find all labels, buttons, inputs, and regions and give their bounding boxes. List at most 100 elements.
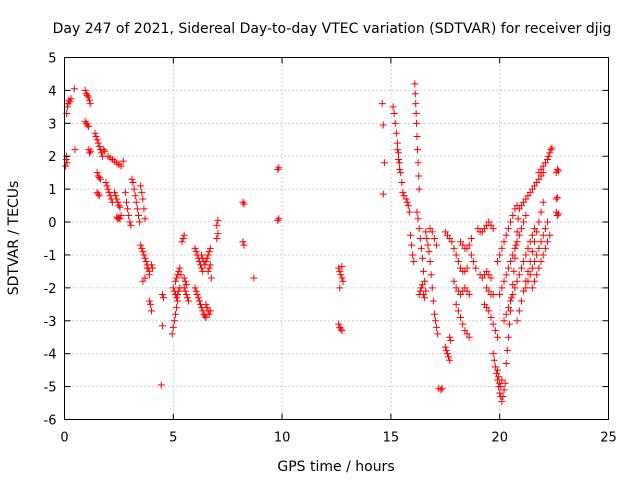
data-point <box>546 149 554 157</box>
data-point <box>511 244 519 252</box>
data-point <box>378 100 386 108</box>
data-point <box>500 238 508 246</box>
data-point <box>454 307 462 315</box>
data-point <box>498 397 506 405</box>
y-axis-label: SDTVAR / TECUs <box>6 181 22 296</box>
data-point <box>496 389 504 397</box>
data-point <box>133 205 141 213</box>
data-point <box>539 231 547 239</box>
data-point <box>204 267 212 275</box>
data-point <box>420 290 428 298</box>
data-point <box>420 267 428 275</box>
data-point <box>134 211 142 219</box>
data-point <box>148 261 156 269</box>
data-point <box>335 320 343 328</box>
data-point <box>437 386 445 394</box>
data-point <box>137 182 145 190</box>
data-point <box>496 251 504 259</box>
data-point <box>498 244 506 252</box>
data-point <box>141 274 149 282</box>
data-point <box>517 264 525 272</box>
data-point <box>445 353 453 361</box>
data-point <box>201 312 209 320</box>
data-point <box>206 261 214 269</box>
data-point <box>181 287 189 295</box>
y-tick-label: 3 <box>48 117 56 132</box>
data-point <box>180 274 188 282</box>
data-point <box>94 190 102 198</box>
data-point <box>112 192 120 200</box>
data-point <box>95 174 103 182</box>
data-point <box>392 129 400 137</box>
data-point <box>416 235 424 242</box>
data-point <box>544 156 552 164</box>
data-point <box>207 274 215 282</box>
plot-frame <box>64 57 609 420</box>
y-tick-label: 2 <box>48 150 56 165</box>
data-point <box>338 274 346 282</box>
data-point <box>275 215 283 223</box>
data-point <box>140 251 148 259</box>
data-point <box>430 310 438 318</box>
data-point <box>126 218 134 226</box>
data-point <box>441 343 449 351</box>
data-point <box>515 231 523 239</box>
y-tick-label: -1 <box>44 249 57 264</box>
data-point <box>531 277 539 285</box>
data-point <box>442 346 450 354</box>
data-point <box>422 228 430 236</box>
data-point <box>174 290 182 298</box>
data-point <box>535 244 543 252</box>
data-point <box>546 231 554 239</box>
data-point <box>338 327 346 335</box>
data-point <box>520 258 528 266</box>
data-point <box>125 211 133 219</box>
data-point <box>404 202 412 210</box>
data-point <box>62 162 70 170</box>
data-point <box>511 284 519 292</box>
data-point <box>504 304 512 312</box>
data-point <box>191 244 199 252</box>
data-point <box>508 294 516 302</box>
y-tick-label: 4 <box>48 84 56 99</box>
data-point <box>116 203 124 211</box>
data-point <box>176 264 184 272</box>
data-point <box>470 258 478 266</box>
data-point <box>146 300 154 308</box>
data-point <box>115 202 123 210</box>
x-tick-label: 0 <box>60 431 68 446</box>
data-point <box>183 294 191 302</box>
data-point <box>509 211 517 219</box>
data-point <box>337 325 345 333</box>
data-point <box>145 297 153 305</box>
data-point <box>390 109 398 117</box>
data-point <box>507 258 515 266</box>
data-point <box>114 198 122 206</box>
data-point <box>192 248 200 256</box>
data-point <box>502 310 510 318</box>
data-point <box>539 198 547 206</box>
y-tick-label: -2 <box>44 282 57 297</box>
data-point <box>81 86 89 94</box>
data-point <box>393 139 401 147</box>
data-point <box>450 244 458 252</box>
data-point <box>397 169 405 177</box>
data-point <box>548 144 556 152</box>
data-point <box>504 264 512 272</box>
data-point <box>496 290 504 298</box>
data-point <box>459 320 467 328</box>
data-point <box>417 284 425 292</box>
data-point <box>336 284 344 292</box>
data-point <box>416 287 424 295</box>
data-point <box>96 175 104 183</box>
data-point <box>403 198 411 206</box>
data-point <box>438 384 446 392</box>
data-point <box>465 290 473 298</box>
data-point <box>526 271 534 279</box>
data-point <box>524 244 532 252</box>
data-point <box>71 146 79 154</box>
data-point <box>130 185 138 193</box>
data-point <box>531 238 539 246</box>
data-point <box>213 221 221 229</box>
